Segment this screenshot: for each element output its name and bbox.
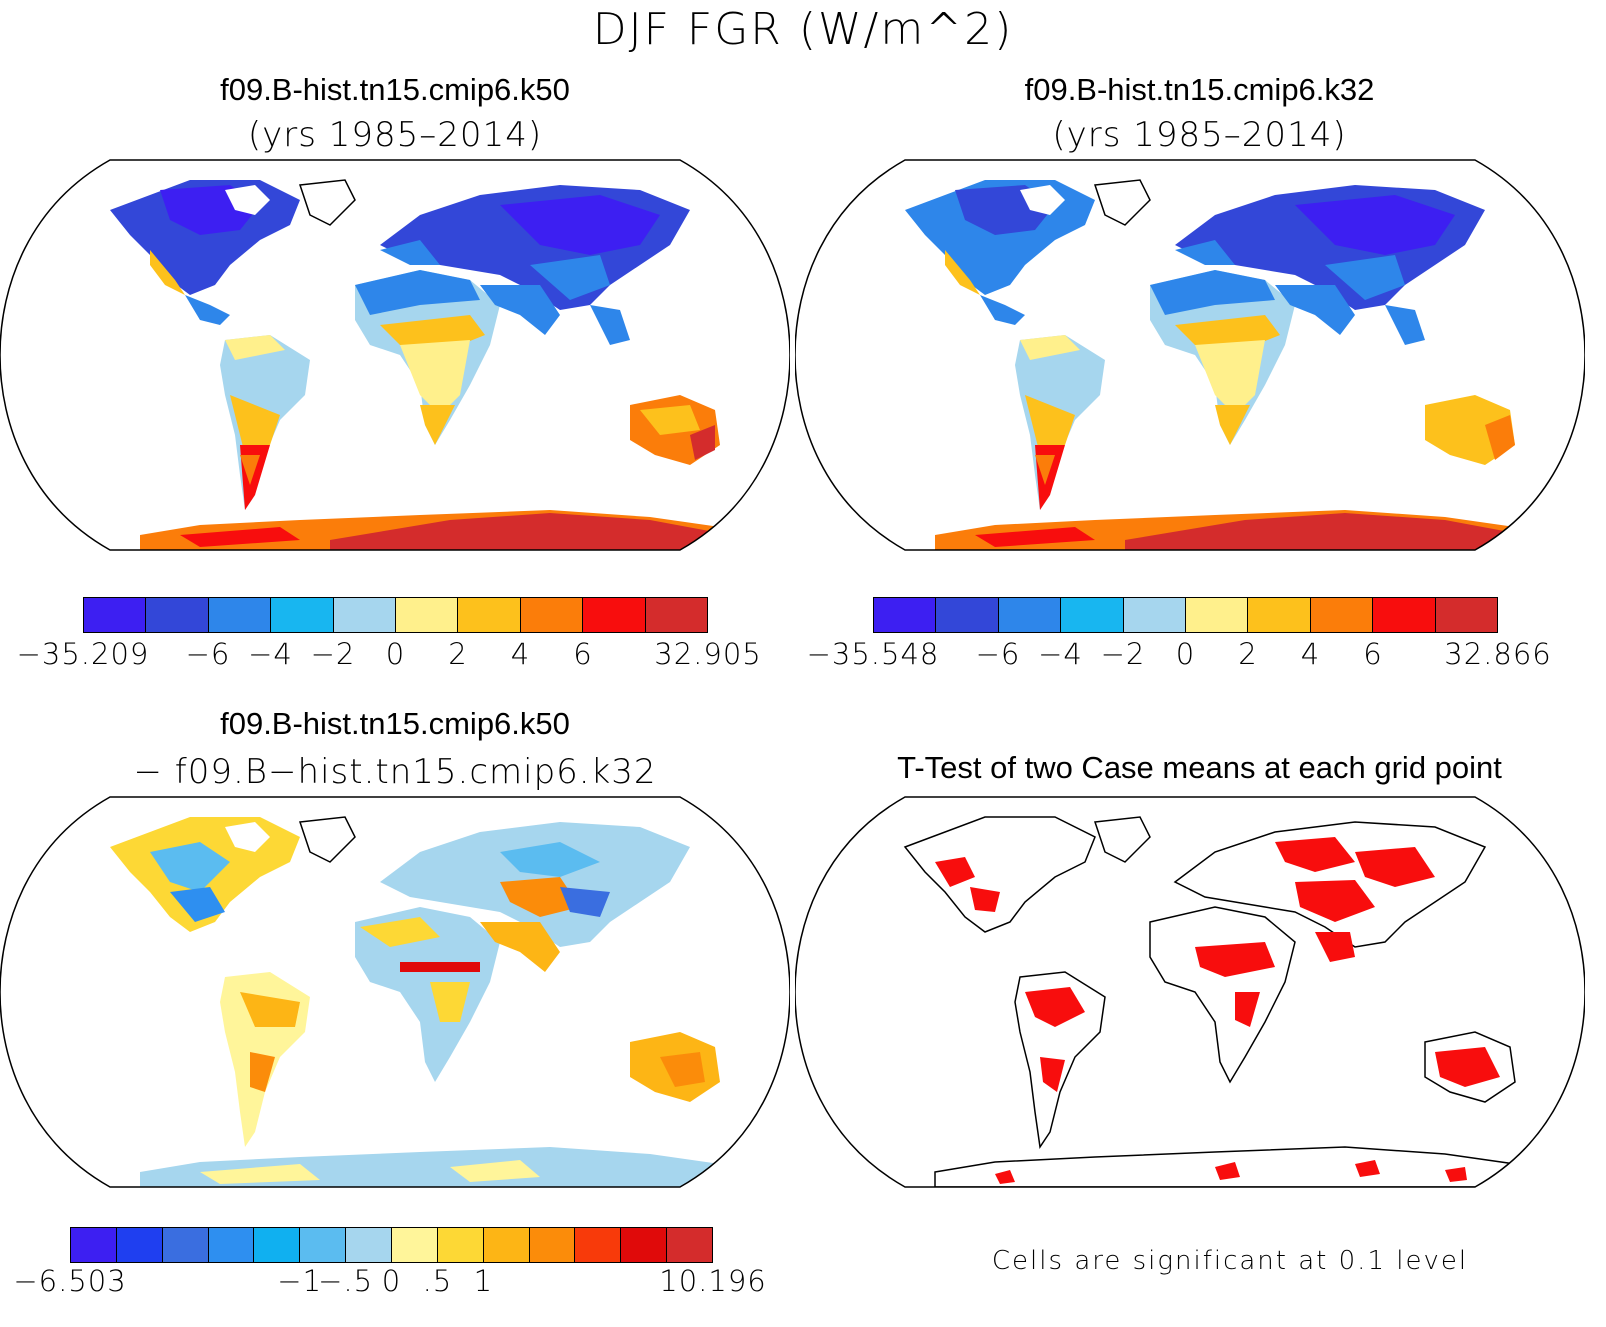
panel-4-title: T-Test of two Case means at each grid po… xyxy=(897,750,1502,785)
colorbar-tick-label: 1 xyxy=(473,1264,494,1298)
colorbar-tick-label: −35.209 xyxy=(16,637,150,671)
colorbar-tick-label: −6.503 xyxy=(13,1264,127,1298)
colorbar-tick-label: −1 xyxy=(277,1264,323,1298)
colorbar-cell xyxy=(437,1228,484,1262)
colorbar-cell xyxy=(667,1228,713,1262)
colorbar-tick-label: −4 xyxy=(1038,637,1083,671)
colorbar-tick-label: 0 xyxy=(381,1264,402,1298)
panel-1-subtitle: (yrs 1985–2014) xyxy=(247,115,543,155)
colorbar-cell xyxy=(208,1228,255,1262)
colorbar-cell xyxy=(392,1228,438,1262)
colorbar-cell xyxy=(1248,598,1311,632)
colorbar-cell xyxy=(1186,598,1249,632)
colorbar-tick-label: −4 xyxy=(248,637,293,671)
colorbar-tick-label: 0 xyxy=(1175,637,1196,671)
map-panel-2 xyxy=(795,159,1585,551)
colorbar-cell xyxy=(575,1228,622,1262)
colorbar-cell xyxy=(1373,598,1436,632)
panel-3-title: f09.B-hist.tn15.cmip6.k50 xyxy=(220,706,570,741)
colorbar-panel-3 xyxy=(70,1227,713,1263)
colorbar-cell xyxy=(874,598,937,632)
colorbar-cell xyxy=(645,598,708,632)
colorbar-cell xyxy=(84,598,147,632)
colorbar-tick-label: −35.548 xyxy=(806,637,940,671)
colorbar-ticks-panel-1: −35.209 −6 −4 −2 0 2 4 6 32.905 xyxy=(0,637,790,671)
colorbar-cell xyxy=(271,598,334,632)
colorbar-cell xyxy=(208,598,272,632)
colorbar-cell xyxy=(346,1228,393,1262)
colorbar-cell xyxy=(1435,598,1498,632)
colorbar-cell xyxy=(998,598,1062,632)
colorbar-cell xyxy=(458,598,521,632)
colorbar-tick-label: 6 xyxy=(1363,637,1383,671)
colorbar-cell xyxy=(520,598,584,632)
colorbar-cell xyxy=(254,1228,301,1262)
colorbar-tick-label: −6 xyxy=(185,637,231,671)
colorbar-cell xyxy=(529,1228,576,1262)
colorbar-tick-label: 0 xyxy=(385,637,406,671)
colorbar-tick-label: 2 xyxy=(1238,637,1258,671)
panel-2-title: f09.B-hist.tn15.cmip6.k32 xyxy=(1024,72,1375,107)
colorbar-tick-label: 4 xyxy=(510,637,531,671)
colorbar-tick-label: −2 xyxy=(1100,637,1146,671)
colorbar-tick-label: −6 xyxy=(975,637,1021,671)
colorbar-tick-label: 6 xyxy=(573,637,593,671)
colorbar-tick-label: .5 xyxy=(422,1264,453,1298)
colorbar-cell xyxy=(396,598,459,632)
panel-3-subtitle: − f09.B−hist.tn15.cmip6.k32 xyxy=(133,752,657,792)
colorbar-panel-1 xyxy=(83,597,708,633)
colorbar-cell xyxy=(146,598,209,632)
colorbar-tick-label: 32.905 xyxy=(654,637,762,671)
colorbar-tick-label: −.5 xyxy=(318,1264,374,1298)
colorbar-cell xyxy=(1061,598,1124,632)
colorbar-cell xyxy=(300,1228,347,1262)
colorbar-tick-label: 4 xyxy=(1300,637,1321,671)
colorbar-cell xyxy=(71,1228,117,1262)
panel-2-subtitle: (yrs 1985–2014) xyxy=(1052,115,1347,155)
colorbar-tick-label: −2 xyxy=(310,637,356,671)
colorbar-cell xyxy=(583,598,646,632)
map-panel-1 xyxy=(0,159,790,551)
colorbar-cell xyxy=(936,598,999,632)
panel-1-title: f09.B-hist.tn15.cmip6.k50 xyxy=(220,72,570,107)
colorbar-cell xyxy=(483,1228,530,1262)
map-panel-4 xyxy=(795,796,1585,1188)
figure-title: DJF FGR (W/m^2) xyxy=(592,4,1014,55)
colorbar-cell xyxy=(1310,598,1374,632)
colorbar-ticks-panel-2: −35.548 −6 −4 −2 0 2 4 6 32.866 xyxy=(0,637,1606,671)
map-panel-3 xyxy=(0,796,790,1188)
colorbar-cell xyxy=(116,1228,163,1262)
colorbar-cell xyxy=(1123,598,1187,632)
colorbar-cell xyxy=(621,1228,668,1262)
colorbar-panel-2 xyxy=(873,597,1498,633)
colorbar-tick-label: 32.866 xyxy=(1444,637,1552,671)
colorbar-cell xyxy=(333,598,397,632)
colorbar-cell xyxy=(162,1228,209,1262)
colorbar-tick-label: 2 xyxy=(448,637,468,671)
significance-note: Cells are significant at 0.1 level xyxy=(991,1246,1469,1276)
colorbar-tick-label: 10.196 xyxy=(659,1264,767,1298)
colorbar-ticks-panel-3: −6.503 −1 −.5 0 .5 1 10.196 xyxy=(0,1264,790,1298)
